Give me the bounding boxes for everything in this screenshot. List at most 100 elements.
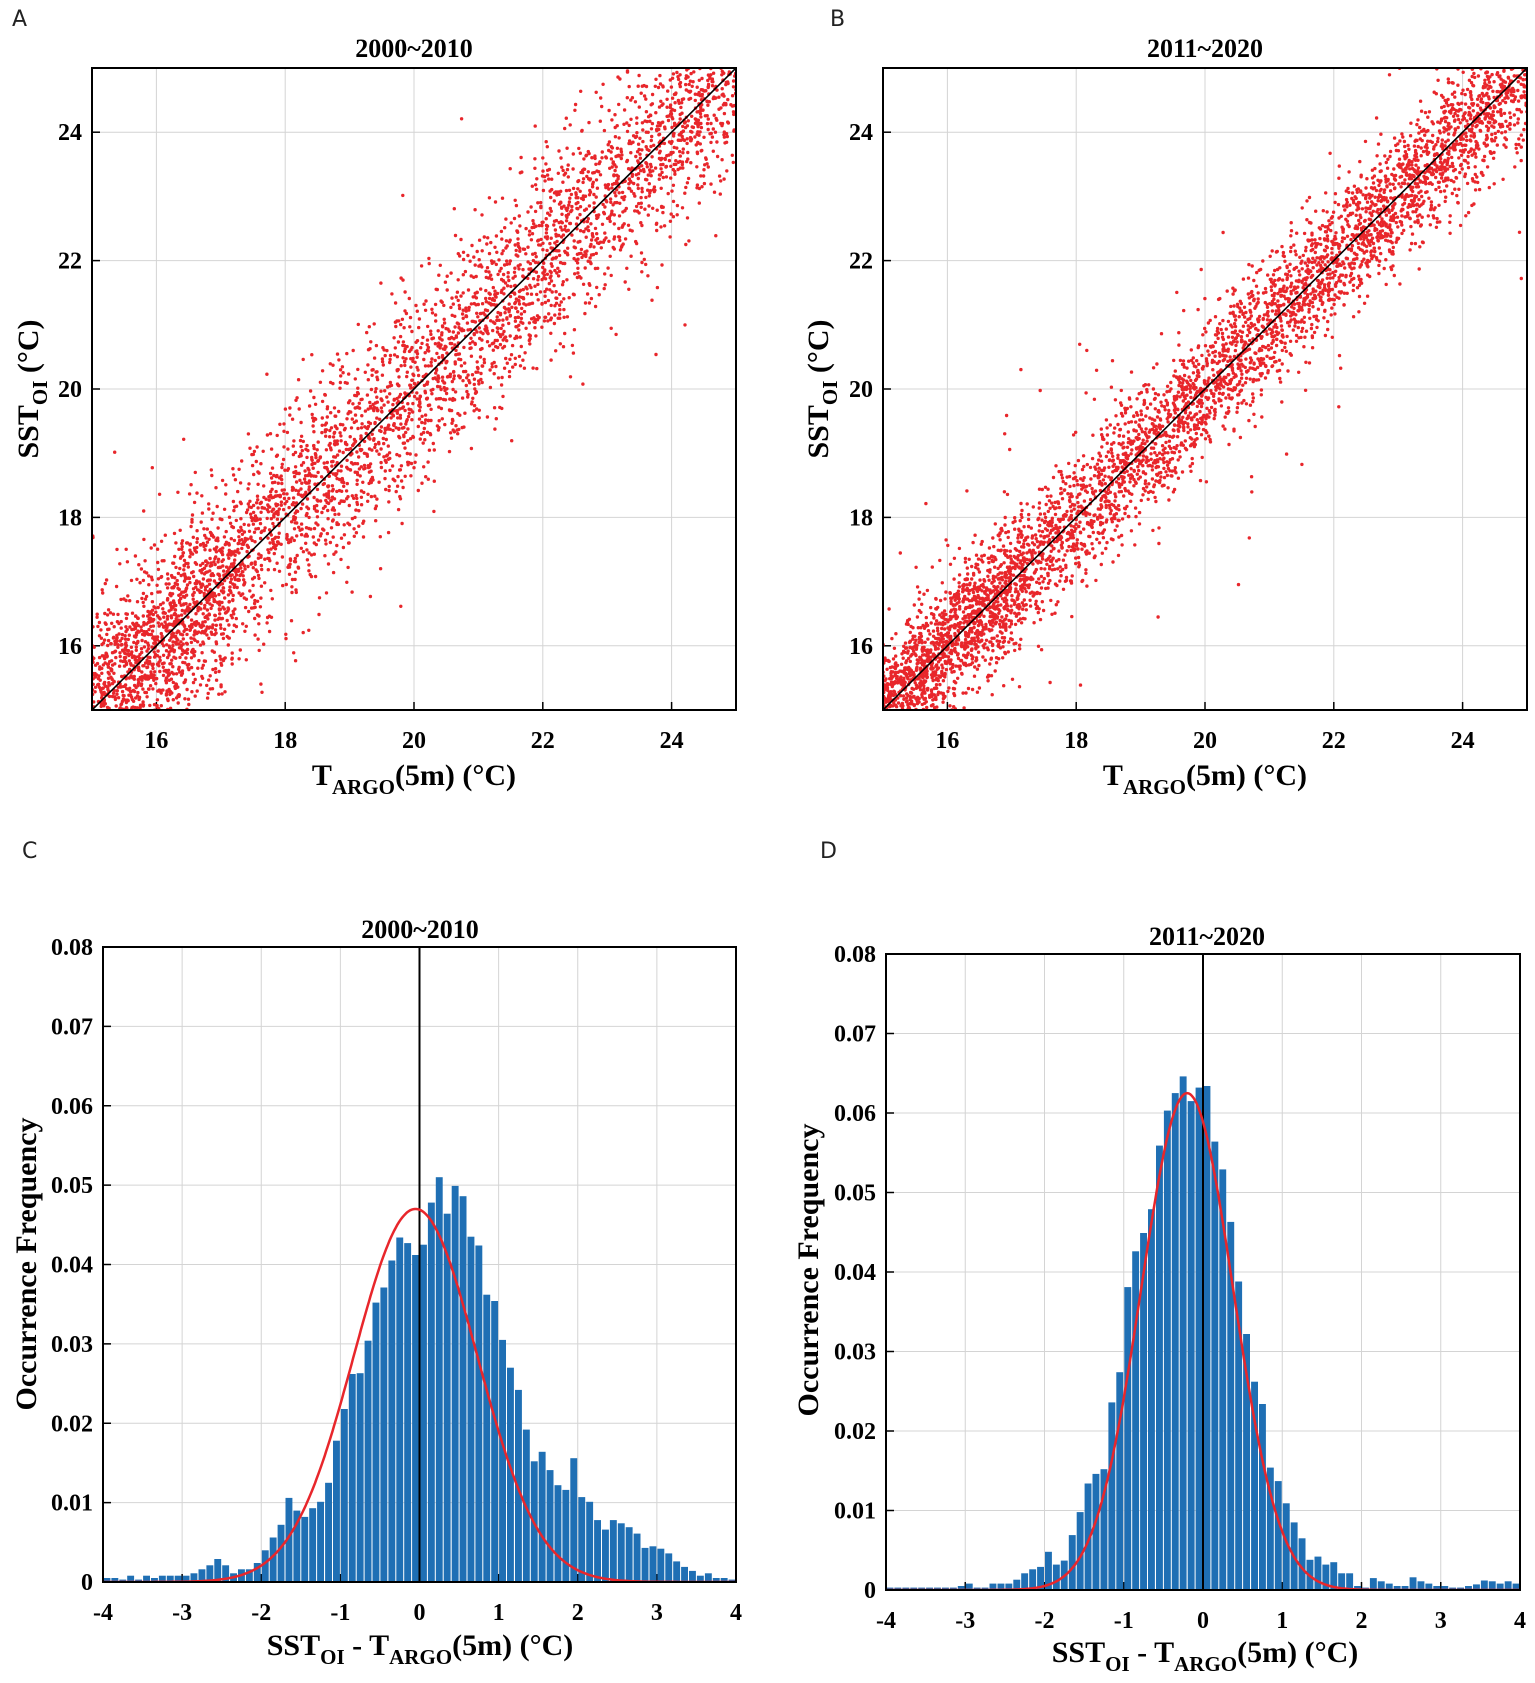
panel-a-scatter-point bbox=[476, 315, 480, 319]
panel-a-scatter-point bbox=[243, 629, 247, 633]
panel-b-scatter-point bbox=[1167, 408, 1171, 413]
panel-a-scatter-point bbox=[165, 614, 170, 619]
panel-a-scatter-point bbox=[630, 174, 634, 178]
panel-a-scatter-point bbox=[417, 317, 422, 321]
panel-a-scatter-point bbox=[715, 52, 718, 55]
panel-a-scatter-point bbox=[231, 593, 235, 598]
panel-a-scatter-point bbox=[253, 598, 257, 603]
panel-a-scatter-point bbox=[105, 632, 109, 637]
panel-a-scatter-point bbox=[676, 160, 681, 164]
panel-a-scatter-point bbox=[116, 643, 120, 647]
panel-a-scatter-point bbox=[667, 158, 672, 163]
panel-a-scatter-point bbox=[549, 331, 553, 335]
panel-a-scatter-point bbox=[706, 82, 711, 87]
panel-a-scatter-point bbox=[121, 726, 124, 729]
panel-a-scatter-point bbox=[670, 125, 674, 130]
panel-a-scatter-point bbox=[598, 119, 602, 123]
panel-a-scatter-point bbox=[462, 345, 466, 350]
panel-a-scatter-point bbox=[106, 665, 111, 669]
panel-a-scatter-point bbox=[501, 279, 505, 283]
panel-a-scatter-point bbox=[180, 547, 184, 551]
panel-a-scatter-point bbox=[139, 647, 144, 651]
panel-a-scatter-point bbox=[477, 264, 481, 268]
panel-a-scatter-point bbox=[286, 447, 290, 451]
panel-a-scatter-point bbox=[701, 88, 705, 92]
panel-a-scatter-point bbox=[101, 641, 106, 645]
panel-a-scatter-point bbox=[582, 167, 587, 171]
panel-a-scatter-point bbox=[199, 585, 203, 589]
panel-a-scatter-point bbox=[141, 687, 145, 691]
panel-a-scatter-point bbox=[275, 561, 279, 565]
panel-a-scatter-point bbox=[508, 294, 513, 299]
panel-a-scatter-point bbox=[531, 252, 535, 256]
panel-a-scatter-point bbox=[413, 360, 417, 364]
panel-a-scatter-point bbox=[218, 577, 222, 581]
panel-a-scatter-point bbox=[426, 345, 431, 350]
panel-a-scatter-point bbox=[274, 489, 278, 494]
panel-a-scatter-point bbox=[277, 476, 282, 480]
panel-a-scatter-point bbox=[598, 173, 603, 177]
panel-a-scatter-point bbox=[408, 315, 413, 320]
panel-a-scatter-point bbox=[176, 685, 180, 689]
panel-a-scatter-point bbox=[310, 457, 314, 462]
panel-a-scatter-point bbox=[380, 373, 385, 377]
panel-a-scatter-point bbox=[95, 615, 99, 619]
panel-a-scatter-point bbox=[123, 634, 127, 638]
panel-a-scatter-point bbox=[578, 205, 583, 209]
panel-a-scatter-point bbox=[383, 458, 387, 463]
panel-a-scatter-point bbox=[366, 363, 370, 367]
panel-a-scatter-point bbox=[164, 681, 169, 685]
panel-a-scatter-point bbox=[105, 715, 108, 718]
panel-a-scatter-point bbox=[205, 633, 209, 637]
panel-a-scatter-point bbox=[571, 167, 575, 171]
panel-a-scatter-point bbox=[485, 242, 489, 246]
panel-a-scatter-point bbox=[634, 154, 638, 159]
panel-a-scatter-point bbox=[513, 266, 517, 270]
panel-a-scatter-point bbox=[434, 287, 438, 291]
panel-a-scatter-point bbox=[356, 426, 360, 431]
panel-a-scatter-point bbox=[609, 273, 613, 278]
panel-a-scatter-point bbox=[136, 728, 139, 731]
panel-a-scatter-point bbox=[340, 365, 345, 369]
panel-a-scatter-point bbox=[432, 448, 436, 452]
panel-a-scatter-point bbox=[343, 380, 347, 385]
panel-a-scatter-point bbox=[649, 144, 653, 149]
panel-a-scatter-point bbox=[183, 589, 188, 593]
panel-a-scatter-point bbox=[607, 239, 611, 243]
panel-a-scatter-point bbox=[254, 527, 258, 531]
panel-a-scatter-point bbox=[120, 648, 125, 652]
panel-a-axes-frame bbox=[91, 67, 737, 711]
panel-a-scatter-point bbox=[706, 15, 709, 18]
panel-a-scatter-point bbox=[221, 586, 225, 590]
panel-a-scatter-point bbox=[612, 247, 616, 251]
panel-a-scatter-point bbox=[530, 301, 535, 305]
panel-a-scatter-point bbox=[350, 417, 354, 421]
panel-a-scatter-point bbox=[339, 434, 343, 438]
panel-a-y-axis-label: SSTOI (°C) bbox=[12, 319, 52, 458]
panel-a-scatter-point bbox=[500, 252, 504, 256]
panel-a-scatter-point bbox=[657, 132, 662, 136]
panel-a-scatter-point bbox=[678, 149, 682, 154]
panel-a-scatter-point bbox=[142, 537, 146, 542]
panel-a-scatter-point bbox=[403, 408, 407, 413]
panel-a-scatter-point bbox=[722, 15, 725, 18]
panel-a-scatter-point bbox=[639, 251, 644, 255]
panel-a-scatter-point bbox=[489, 273, 493, 277]
panel-a-scatter-point bbox=[470, 373, 475, 377]
panel-a-scatter-point bbox=[194, 612, 198, 616]
panel-a-scatter-point bbox=[614, 332, 618, 337]
panel-a-scatter-point bbox=[195, 537, 199, 541]
panel-a-scatter-point bbox=[674, 44, 677, 47]
panel-a-scatter-point bbox=[320, 369, 325, 373]
panel-a-scatter-point bbox=[99, 771, 102, 774]
panel-a-scatter-point bbox=[391, 402, 395, 407]
panel-a-scatter-point bbox=[539, 200, 543, 205]
panel-a-scatter-point bbox=[664, 175, 669, 179]
panel-b-scatter-point bbox=[1297, 278, 1301, 282]
panel-a-scatter-point bbox=[487, 291, 491, 295]
panel-a-scatter-point bbox=[144, 594, 149, 599]
panel-a-scatter-point bbox=[347, 410, 351, 414]
panel-a-scatter-point bbox=[157, 624, 161, 628]
panel-a-scatter-point bbox=[150, 600, 155, 604]
panel-a-scatter-point bbox=[95, 741, 98, 744]
